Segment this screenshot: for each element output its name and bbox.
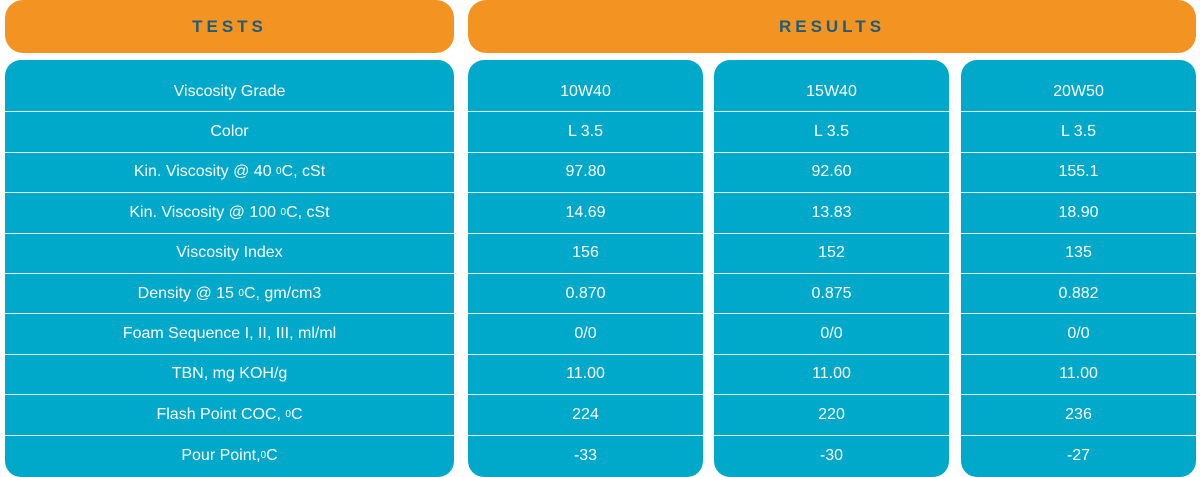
test-label: Color (210, 123, 249, 141)
results-column-10w40: 10W40 L 3.5 97.80 14.69 156 0.870 0/0 11.00 224 -… (468, 60, 703, 477)
test-label-cell: Viscosity Index (5, 234, 454, 274)
test-label-text: Kin. Viscosity @ 40 (133, 163, 277, 181)
grade-value: 20W50 (1053, 82, 1104, 100)
result-cell: L 3.5 (714, 112, 949, 153)
test-label-cell: Density @ 15 0 C, gm/cm3 (5, 274, 454, 315)
result-value: 13.83 (811, 203, 852, 221)
result-value: 0/0 (820, 325, 843, 343)
grade-value: 15W40 (806, 82, 857, 100)
result-cell: 92.60 (714, 153, 949, 194)
result-cell: 0/0 (714, 314, 949, 355)
result-value: L 3.5 (814, 123, 849, 141)
test-label: TBN, mg KOH/g (171, 365, 288, 383)
results-column-15w40: 15W40 L 3.5 92.60 13.83 152 0.875 0/0 11.00 220 -… (714, 60, 949, 477)
result-cell: 152 (714, 234, 949, 274)
test-label: Foam Sequence I, II, III, ml/ml (122, 325, 337, 343)
test-label-text: Density @ 15 (137, 284, 239, 302)
result-cell: 11.00 (714, 355, 949, 396)
test-label-unit: C (266, 446, 278, 464)
result-value: 0.870 (565, 284, 606, 302)
result-value: L 3.5 (568, 123, 603, 141)
test-label-cell: Foam Sequence I, II, III, ml/ml (5, 314, 454, 355)
result-value: 0.875 (811, 284, 852, 302)
grade-cell: 20W50 (961, 72, 1196, 113)
test-label-cell: Kin. Viscosity @ 100 0 C, cSt (5, 193, 454, 234)
result-value: -33 (573, 446, 598, 464)
result-value: 0.882 (1058, 284, 1099, 302)
result-value: L 3.5 (1061, 123, 1096, 141)
tests-header-label: TESTS (192, 16, 267, 36)
result-value: 155.1 (1058, 163, 1099, 181)
tests-header: TESTS (5, 0, 454, 53)
result-cell: -27 (961, 436, 1196, 476)
test-label: Viscosity Index (176, 244, 283, 262)
results-header: RESULTS (468, 0, 1196, 53)
result-cell: 220 (714, 395, 949, 436)
test-label-unit: C (290, 405, 303, 423)
result-cell: 224 (468, 395, 703, 436)
test-label-text: Kin. Viscosity @ 100 (129, 203, 281, 221)
result-value: 18.90 (1058, 203, 1099, 221)
result-cell: 11.00 (961, 355, 1196, 396)
result-value: 152 (818, 244, 845, 262)
test-label-text: Pour Point, (181, 446, 261, 464)
grade-value: 10W40 (560, 82, 611, 100)
result-cell: 0.870 (468, 274, 703, 315)
result-cell: 156 (468, 234, 703, 274)
results-column-20w50: 20W50 L 3.5 155.1 18.90 135 0.882 0/0 11.00 236 -… (961, 60, 1196, 477)
result-cell: 0/0 (468, 314, 703, 355)
result-cell: L 3.5 (468, 112, 703, 153)
result-cell: 0.875 (714, 274, 949, 315)
result-value: 11.00 (812, 365, 851, 383)
test-label-cell: Viscosity Grade (5, 72, 454, 113)
result-cell: 135 (961, 234, 1196, 274)
tests-rows: Viscosity Grade Color Kin. Viscosity @ 40 … (5, 72, 454, 477)
result-value: 14.69 (565, 203, 606, 221)
results-header-label: RESULTS (778, 16, 886, 36)
result-cell: L 3.5 (961, 112, 1196, 153)
result-cell: 0/0 (961, 314, 1196, 355)
result-cell: 13.83 (714, 193, 949, 234)
test-label-text: Flash Point COC, (156, 405, 286, 423)
grade-cell: 15W40 (714, 72, 949, 113)
test-label-unit: C, cSt (281, 163, 326, 181)
test-label-unit: C, gm/cm3 (243, 284, 322, 302)
result-value: 0/0 (574, 325, 597, 343)
result-value: 0/0 (1067, 325, 1090, 343)
test-label-cell: Kin. Viscosity @ 40 0 C, cSt (5, 153, 454, 194)
result-cell: 97.80 (468, 153, 703, 194)
result-value: 97.80 (565, 163, 606, 181)
result-value: 135 (1065, 244, 1092, 262)
result-cell: -30 (714, 436, 949, 476)
result-cell: 236 (961, 395, 1196, 436)
result-value: 224 (572, 405, 599, 423)
test-label-cell: Pour Point, 0 C (181, 446, 278, 464)
results-rows: 10W40 L 3.5 97.80 14.69 156 0.870 0/0 11.00 224 -… (468, 72, 703, 477)
result-cell: 11.00 (468, 355, 703, 396)
results-rows: 15W40 L 3.5 92.60 13.83 152 0.875 0/0 11.00 220 -… (714, 72, 949, 477)
result-value: 92.60 (811, 163, 852, 181)
test-label-cell: Color (5, 112, 454, 153)
result-cell: 155.1 (961, 153, 1196, 194)
grade-cell: 10W40 (468, 72, 703, 113)
tests-column: Viscosity Grade Color Kin. Viscosity @ 40 … (5, 60, 454, 477)
result-value: 11.00 (566, 365, 605, 383)
result-cell: 14.69 (468, 193, 703, 234)
result-value: 236 (1065, 405, 1092, 423)
results-rows: 20W50 L 3.5 155.1 18.90 135 0.882 0/0 11.00 236 -… (961, 72, 1196, 477)
result-value: 220 (818, 405, 845, 423)
test-label: Viscosity Grade (173, 82, 286, 100)
result-value: -30 (819, 446, 844, 464)
result-cell: 0.882 (961, 274, 1196, 315)
result-cell: -33 (468, 436, 703, 476)
result-value: 11.00 (1059, 365, 1098, 383)
result-value: -27 (1066, 446, 1091, 464)
result-value: 156 (572, 244, 599, 262)
result-cell: 18.90 (961, 193, 1196, 234)
test-label-unit: C, cSt (286, 203, 330, 221)
test-label-cell: TBN, mg KOH/g (5, 355, 454, 396)
